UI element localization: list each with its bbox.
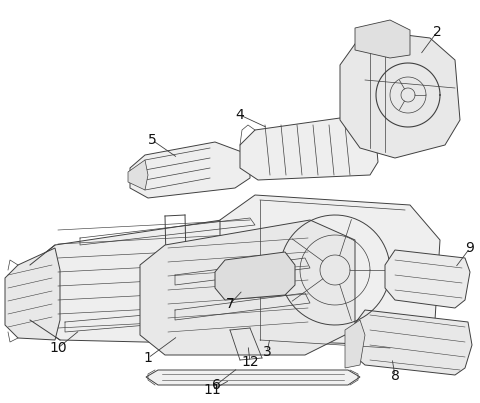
Polygon shape (5, 248, 60, 340)
Text: 10: 10 (49, 341, 67, 355)
Polygon shape (240, 118, 378, 180)
Polygon shape (340, 30, 460, 158)
Polygon shape (350, 310, 472, 375)
Polygon shape (140, 220, 355, 355)
Polygon shape (355, 20, 410, 58)
Text: 2: 2 (432, 25, 442, 39)
Text: 12: 12 (241, 355, 259, 369)
Text: 8: 8 (391, 369, 399, 383)
Text: 3: 3 (263, 345, 271, 359)
Text: 9: 9 (466, 241, 474, 255)
Polygon shape (345, 320, 365, 368)
Polygon shape (128, 160, 148, 190)
Text: 5: 5 (148, 133, 156, 147)
Polygon shape (220, 195, 440, 345)
Polygon shape (130, 142, 250, 198)
Polygon shape (30, 215, 320, 345)
Polygon shape (146, 370, 360, 385)
Polygon shape (215, 252, 295, 300)
Text: 4: 4 (236, 108, 244, 122)
Polygon shape (385, 250, 470, 308)
Text: 11: 11 (203, 383, 221, 397)
Text: 1: 1 (144, 351, 153, 365)
Text: 6: 6 (212, 378, 220, 392)
Text: 7: 7 (226, 297, 234, 311)
